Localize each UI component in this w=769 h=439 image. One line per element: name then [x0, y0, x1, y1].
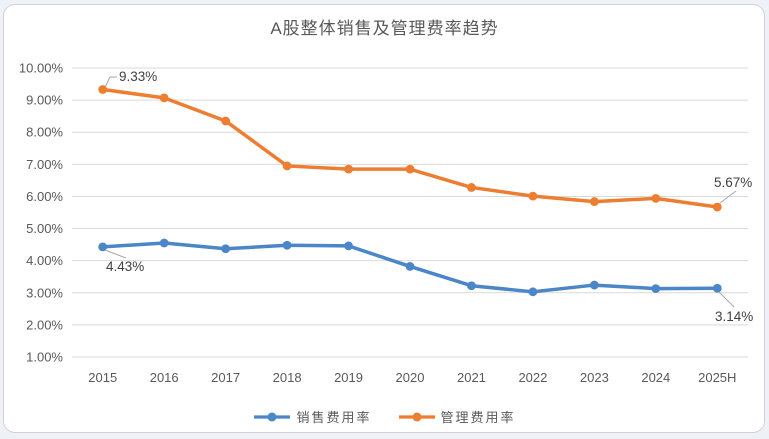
data-point-marker[interactable] [98, 85, 108, 94]
legend-item-admin[interactable]: 管理费用率 [398, 407, 516, 426]
x-tick-label: 2023 [580, 370, 609, 385]
data-label: 4.43% [106, 259, 144, 274]
data-point-marker[interactable] [221, 244, 231, 254]
data-point-marker[interactable] [651, 193, 661, 203]
y-tick-label: 4.00% [26, 253, 63, 268]
data-point-marker[interactable] [651, 284, 661, 294]
y-tick-label: 2.00% [26, 317, 63, 332]
y-tick-label: 10.00% [19, 61, 64, 76]
data-point-marker[interactable] [159, 238, 169, 248]
annotation-leader-line [105, 76, 117, 87]
legend-line-marker-icon [398, 412, 435, 421]
chart-title: A股整体销售及管理费率趋势 [270, 19, 499, 38]
chart-card [3, 4, 765, 433]
data-point-marker[interactable] [159, 93, 169, 103]
y-tick-label: 1.00% [26, 350, 63, 365]
data-label: 9.33% [119, 69, 157, 84]
legend-label-admin: 管理费用率 [440, 410, 516, 425]
x-tick-label: 2022 [518, 370, 547, 385]
legend: 销售费用率 管理费用率 [0, 407, 769, 426]
y-tick-label: 8.00% [26, 125, 63, 140]
data-point-marker[interactable] [528, 191, 538, 201]
data-point-marker[interactable] [589, 197, 599, 206]
x-tick-label: 2017 [211, 370, 240, 385]
x-tick-label: 2019 [334, 370, 363, 385]
data-point-marker[interactable] [98, 242, 108, 252]
data-point-marker[interactable] [344, 164, 353, 174]
series-line-1[interactable] [100, 87, 720, 209]
data-point-marker[interactable] [405, 164, 415, 174]
data-point-marker[interactable] [589, 280, 599, 290]
data-point-marker[interactable] [221, 116, 231, 126]
x-tick-label: 2015 [88, 370, 117, 385]
y-tick-label: 5.00% [26, 221, 63, 236]
x-tick-label: 2021 [457, 370, 486, 385]
annotation-leader-line [718, 291, 735, 308]
y-tick-label: 7.00% [26, 157, 63, 172]
y-tick-label: 9.00% [26, 93, 63, 108]
data-point-marker[interactable] [528, 287, 538, 297]
data-label: 3.14% [715, 309, 753, 324]
legend-line-marker-icon [254, 412, 291, 421]
data-point-marker[interactable] [712, 202, 722, 212]
data-label: 5.67% [714, 175, 752, 190]
annotation-leader-line [719, 190, 737, 204]
x-tick-label: 2018 [273, 370, 302, 385]
x-tick-label: 2024 [641, 370, 670, 385]
data-point-marker[interactable] [467, 183, 476, 192]
y-tick-label: 3.00% [26, 285, 63, 300]
x-tick-label: 2020 [396, 370, 425, 385]
data-point-marker[interactable] [467, 281, 476, 291]
y-tick-label: 6.00% [26, 189, 63, 204]
data-point-marker[interactable] [712, 283, 722, 293]
legend-item-sales[interactable]: 销售费用率 [253, 407, 371, 426]
legend-label-sales: 销售费用率 [296, 410, 372, 425]
data-point-marker[interactable] [282, 240, 292, 250]
x-tick-label: 2016 [150, 370, 179, 385]
data-point-marker[interactable] [344, 241, 353, 251]
annotation-leader-line [104, 249, 127, 259]
data-point-marker[interactable] [405, 262, 415, 271]
x-tick-label: 2025H [698, 370, 736, 385]
data-point-marker[interactable] [282, 161, 292, 171]
